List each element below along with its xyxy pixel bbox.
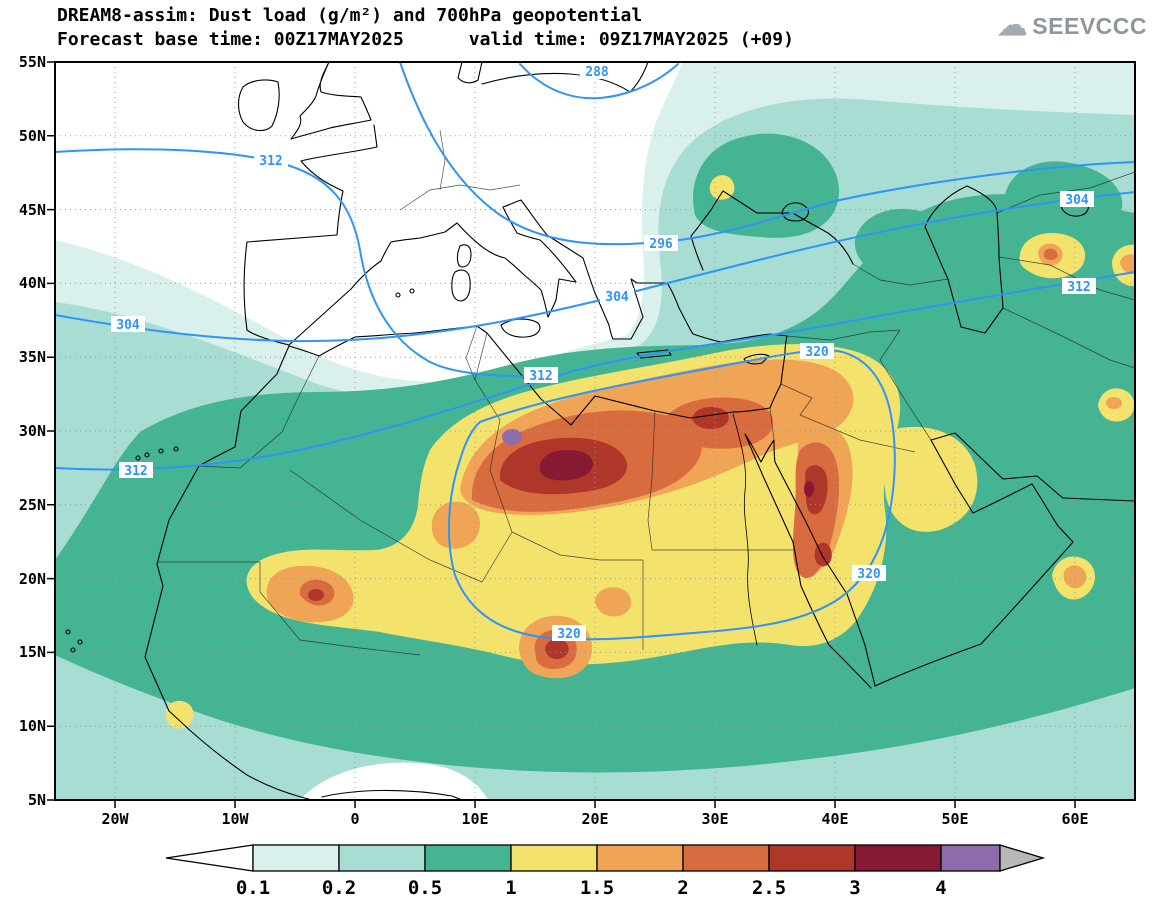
contour-312-main: [55, 271, 1135, 471]
lat-tick-label: 15N: [19, 643, 46, 661]
contour-312-nw: [55, 148, 541, 378]
lon-tick-label: 0: [350, 810, 359, 828]
lon-tick-label: 10W: [221, 810, 249, 828]
colorbar-tick-label: 2: [677, 877, 688, 899]
colorbar-left-arrow: [165, 844, 254, 872]
lat-tick-label: 20N: [19, 570, 46, 588]
colorbar: [165, 844, 1046, 872]
axis-ticks: [47, 61, 1076, 808]
contour-label: 304: [1065, 193, 1089, 208]
contour-label: 320: [805, 345, 829, 360]
contour-label: 296: [649, 237, 673, 252]
contour-label: 320: [557, 627, 581, 642]
colorbar-segment: [596, 844, 684, 872]
colorbar-segment: [338, 844, 426, 872]
colorbar-tick-label: 4: [935, 877, 946, 899]
lon-axis: 20W 10W 0 10E 20E 30E 40E 50E 60E: [101, 810, 1088, 828]
lat-tick-label: 35N: [19, 348, 46, 366]
colorbar-tick-label: 1.5: [580, 877, 614, 899]
contour-label: 304: [116, 318, 140, 333]
colorbar-tick-label: 1: [505, 877, 516, 899]
contour-label: 312: [529, 369, 552, 384]
country-borders: [157, 129, 1135, 656]
contour-labels: 288 296 304 304 304 312 312 312 312 320 …: [111, 63, 1096, 642]
colorbar-tick-label: 0.5: [408, 877, 442, 899]
lon-tick-label: 20E: [581, 810, 608, 828]
lon-tick-label: 60E: [1061, 810, 1088, 828]
lon-tick-label: 50E: [941, 810, 968, 828]
lat-tick-label: 25N: [19, 496, 46, 514]
lon-tick-label: 40E: [821, 810, 848, 828]
logo-text: SEEVCCC: [1032, 12, 1147, 39]
coastlines: [65, 62, 1135, 800]
contour-320: [448, 348, 896, 641]
lon-tick-label: 30E: [701, 810, 728, 828]
contour-296: [399, 62, 1135, 246]
contour-label: 312: [124, 464, 147, 479]
colorbar-tick-label: 0.1: [236, 877, 270, 899]
colorbar-tick-label: 0.2: [322, 877, 356, 899]
colorbar-segment: [854, 844, 942, 872]
lon-tick-label: 20W: [101, 810, 129, 828]
dust-field: [55, 62, 1135, 800]
colorbar-right-arrow: [999, 844, 1046, 872]
colorbar-segment: [682, 844, 770, 872]
contour-label: 320: [857, 567, 881, 582]
plot-title-line2: Forecast base time: 00Z17MAY2025 valid t…: [57, 29, 794, 50]
colorbar-segment: [510, 844, 598, 872]
seevccc-logo: ☁ SEEVCCC: [997, 10, 1147, 42]
lat-axis: 55N 50N 45N 40N 35N 30N 25N 20N 15N 10N …: [19, 53, 46, 809]
lon-tick-label: 10E: [461, 810, 488, 828]
contour-label: 312: [1067, 280, 1090, 295]
colorbar-segment: [940, 844, 1001, 872]
lat-tick-label: 40N: [19, 274, 46, 292]
lat-tick-label: 5N: [28, 791, 46, 809]
colorbar-segment: [252, 844, 340, 872]
contour-label: 312: [259, 154, 282, 169]
contour-288: [519, 63, 679, 100]
lat-tick-label: 10N: [19, 717, 46, 735]
colorbar-segment: [424, 844, 512, 872]
lat-tick-label: 55N: [19, 53, 46, 71]
lat-tick-label: 50N: [19, 127, 46, 145]
contour-label: 304: [605, 290, 629, 305]
colorbar-tick-label: 2.5: [752, 877, 786, 899]
colorbar-tick-label: 3: [849, 877, 860, 899]
cloud-logo-icon: ☁: [997, 9, 1028, 42]
colorbar-segment: [768, 844, 856, 872]
plot-title-line1: DREAM8-assim: Dust load (g/m²) and 700hP…: [57, 5, 643, 26]
contour-label: 288: [585, 65, 609, 80]
lat-tick-label: 45N: [19, 201, 46, 219]
colorbar-labels: 0.1 0.2 0.5 1 1.5 2 2.5 3 4: [236, 877, 947, 899]
grid-lines: [55, 62, 1135, 800]
lat-tick-label: 30N: [19, 422, 46, 440]
